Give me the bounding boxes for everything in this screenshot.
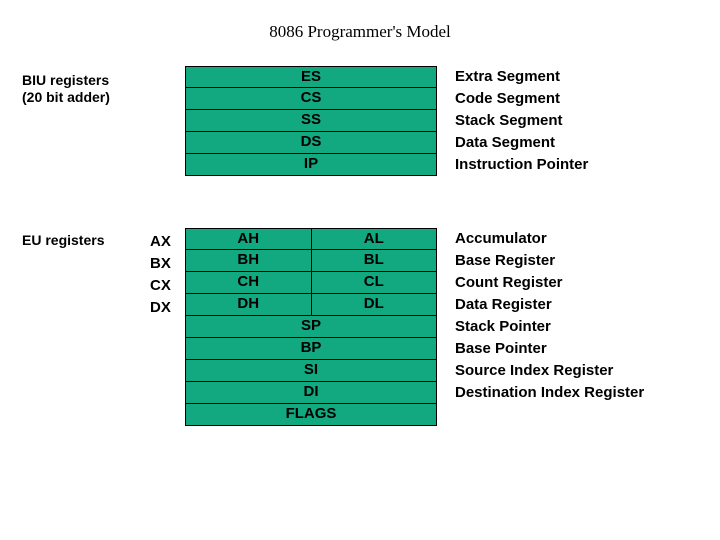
biu-row: SS [185,110,437,132]
register-cell: CS [186,88,436,109]
register-description: Code Segment [455,88,588,110]
register-description: Destination Index Register [455,382,644,404]
biu-row: CS [185,88,437,110]
biu-row: DS [185,132,437,154]
register-cell-lo: DL [312,294,437,315]
register-description: Data Segment [455,132,588,154]
register-cell-hi: AH [186,229,312,249]
register-cell: FLAGS [186,404,436,425]
eu-split-row: DHDL [185,294,437,316]
register-description: Extra Segment [455,66,588,88]
eu-descriptions: AccumulatorBase RegisterCount RegisterDa… [455,228,644,426]
register-cell: SP [186,316,436,337]
register-description: Base Pointer [455,338,644,360]
register-description: Data Register [455,294,644,316]
page-title: 8086 Programmer's Model [0,22,720,42]
register-description: Accumulator [455,228,644,250]
eu-full-row: FLAGS [185,404,437,426]
gp-register-name: CX [150,275,171,297]
register-cell-lo: AL [312,229,437,249]
eu-full-row: BP [185,338,437,360]
register-description: Instruction Pointer [455,154,588,176]
eu-full-row: SI [185,360,437,382]
biu-row: IP [185,154,437,176]
biu-registers-label: BIU registers (20 bit adder) [22,72,110,106]
register-cell-hi: DH [186,294,312,315]
biu-label-line1: BIU registers [22,72,110,89]
gp-register-names: AXBXCXDX [150,231,171,319]
register-cell-lo: CL [312,272,437,293]
register-description: Stack Segment [455,110,588,132]
register-cell-hi: BH [186,250,312,271]
register-cell: DI [186,382,436,403]
eu-full-row: SP [185,316,437,338]
eu-registers-label: EU registers [22,232,104,248]
register-cell: ES [186,67,436,87]
biu-row: ES [185,66,437,88]
register-description: Source Index Register [455,360,644,382]
register-description: Base Register [455,250,644,272]
eu-full-row: DI [185,382,437,404]
register-cell: DS [186,132,436,153]
register-cell: SI [186,360,436,381]
register-description: Stack Pointer [455,316,644,338]
biu-register-table: ESCSSSDSIP [185,66,437,176]
gp-register-name: BX [150,253,171,275]
gp-register-name: AX [150,231,171,253]
register-cell: BP [186,338,436,359]
biu-descriptions: Extra SegmentCode SegmentStack SegmentDa… [455,66,588,176]
register-description [455,404,644,426]
gp-register-name: DX [150,297,171,319]
register-cell-lo: BL [312,250,437,271]
register-cell-hi: CH [186,272,312,293]
eu-register-table: AHALBHBLCHCLDHDLSPBPSIDIFLAGS [185,228,437,426]
biu-label-line2: (20 bit adder) [22,89,110,106]
eu-split-row: AHAL [185,228,437,250]
eu-split-row: CHCL [185,272,437,294]
eu-split-row: BHBL [185,250,437,272]
register-cell: IP [186,154,436,175]
register-description: Count Register [455,272,644,294]
register-cell: SS [186,110,436,131]
